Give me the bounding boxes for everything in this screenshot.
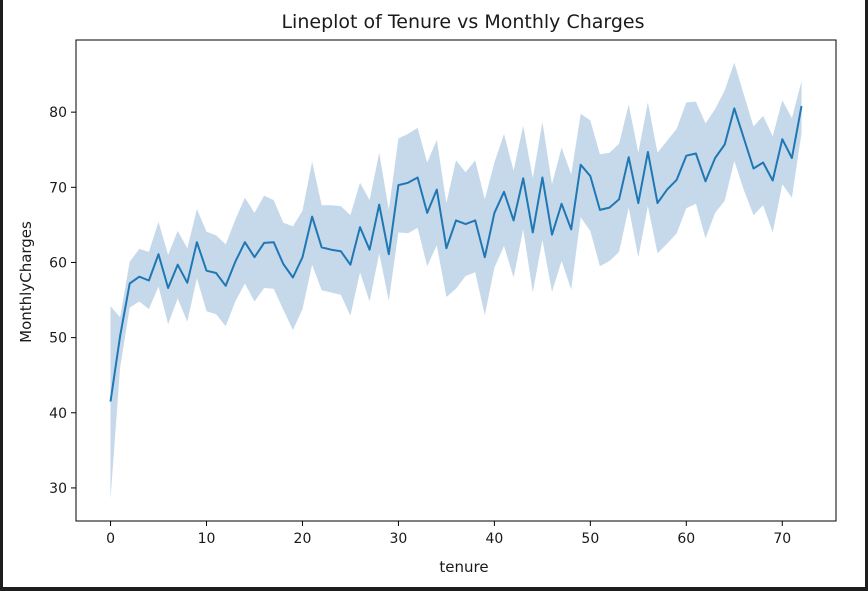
x-tick-label: 0 xyxy=(106,531,115,547)
series-line xyxy=(109,105,803,402)
y-tick-label: 80 xyxy=(49,105,67,121)
x-tick-label: 30 xyxy=(390,531,408,547)
figure: Lineplot of Tenure vs Monthly Charges 0 1… xyxy=(3,0,865,587)
axes: 0 10 20 30 40 50 60 70 30 40 50 60 70 80 xyxy=(49,39,837,547)
x-tick-label: 40 xyxy=(485,531,503,547)
line-chart: Lineplot of Tenure vs Monthly Charges 0 1… xyxy=(17,11,837,576)
plot-area xyxy=(109,62,803,500)
y-tick-label: 40 xyxy=(49,406,67,422)
axes-frame xyxy=(75,39,837,522)
x-tick-label: 70 xyxy=(773,531,791,547)
x-tick-label: 20 xyxy=(294,531,312,547)
y-tick-label: 30 xyxy=(49,481,67,497)
x-tick-label: 50 xyxy=(581,531,599,547)
y-axis-label: MonthlyCharges xyxy=(17,221,35,343)
y-tick-label: 60 xyxy=(49,255,67,271)
y-tick-label: 70 xyxy=(49,180,67,196)
chart-title: Lineplot of Tenure vs Monthly Charges xyxy=(281,11,644,33)
y-tick-label: 50 xyxy=(49,331,67,347)
x-tick-label: 60 xyxy=(677,531,695,547)
confidence-band xyxy=(110,62,802,500)
x-tick-label: 10 xyxy=(198,531,216,547)
x-axis-label: tenure xyxy=(439,558,488,576)
